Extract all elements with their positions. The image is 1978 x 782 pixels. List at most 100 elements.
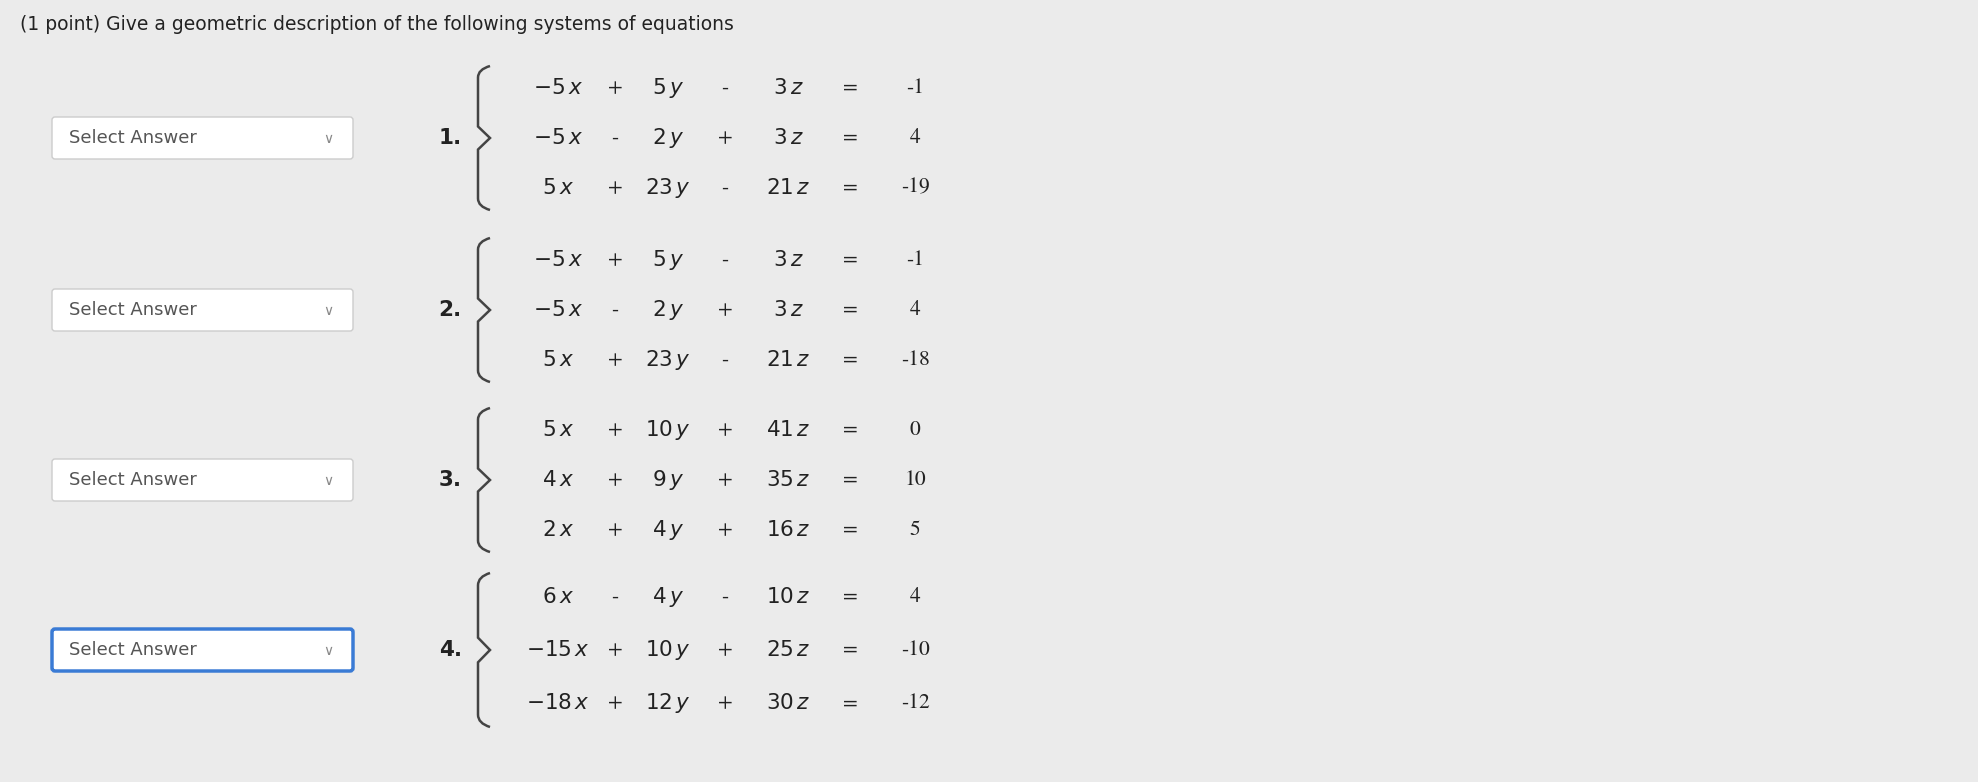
Text: =: =	[843, 640, 856, 660]
Text: $10\,z$: $10\,z$	[765, 586, 811, 607]
Text: -: -	[722, 350, 728, 370]
Text: $-15\,x$: $-15\,x$	[526, 640, 589, 660]
Text: Select Answer: Select Answer	[69, 471, 198, 489]
Text: $25\,z$: $25\,z$	[765, 640, 811, 660]
FancyBboxPatch shape	[51, 289, 352, 331]
Text: Select Answer: Select Answer	[69, 641, 198, 659]
Text: $-5\,x$: $-5\,x$	[532, 128, 584, 148]
Text: =: =	[843, 470, 856, 490]
Text: $30\,z$: $30\,z$	[765, 694, 811, 713]
Text: $9\,y$: $9\,y$	[653, 468, 684, 492]
Text: =: =	[843, 350, 856, 370]
Text: +: +	[607, 350, 623, 370]
Text: +: +	[718, 470, 732, 490]
Text: +: +	[718, 128, 732, 148]
Text: +: +	[607, 250, 623, 270]
Text: ∨: ∨	[322, 474, 332, 488]
Text: 5: 5	[910, 520, 920, 540]
Text: $16\,z$: $16\,z$	[765, 520, 811, 540]
FancyBboxPatch shape	[51, 459, 352, 501]
Text: $5\,x$: $5\,x$	[542, 350, 574, 370]
Text: ∨: ∨	[322, 644, 332, 658]
Text: +: +	[607, 640, 623, 660]
Text: $6\,x$: $6\,x$	[542, 586, 574, 607]
Text: (1 point) Give a geometric description of the following systems of equations: (1 point) Give a geometric description o…	[20, 16, 734, 34]
Text: =: =	[843, 586, 856, 607]
Text: $5\,x$: $5\,x$	[542, 178, 574, 198]
Text: $35\,z$: $35\,z$	[765, 470, 811, 490]
Text: $10\,y$: $10\,y$	[645, 638, 690, 662]
Text: 3.: 3.	[439, 470, 463, 490]
Text: -19: -19	[900, 178, 930, 198]
Text: 1.: 1.	[439, 128, 463, 148]
Text: 4.: 4.	[439, 640, 463, 660]
Text: +: +	[607, 694, 623, 713]
Text: +: +	[607, 178, 623, 198]
Text: Select Answer: Select Answer	[69, 129, 198, 147]
Text: -1: -1	[906, 78, 924, 98]
Text: =: =	[843, 250, 856, 270]
Text: 4: 4	[910, 586, 920, 607]
Text: -: -	[722, 250, 728, 270]
Text: $5\,y$: $5\,y$	[653, 248, 684, 272]
Text: 0: 0	[910, 420, 920, 440]
Text: 4: 4	[910, 128, 920, 148]
Text: $3\,z$: $3\,z$	[773, 300, 803, 320]
Text: $4\,y$: $4\,y$	[653, 585, 684, 608]
Text: 10: 10	[904, 470, 926, 490]
Text: -: -	[611, 586, 619, 607]
Text: -12: -12	[900, 694, 930, 713]
Text: =: =	[843, 128, 856, 148]
Text: =: =	[843, 178, 856, 198]
Text: -10: -10	[900, 640, 930, 660]
Text: $4\,y$: $4\,y$	[653, 518, 684, 542]
Text: +: +	[607, 470, 623, 490]
Text: -18: -18	[900, 350, 930, 370]
Text: ∨: ∨	[322, 304, 332, 318]
FancyBboxPatch shape	[51, 117, 352, 159]
Text: +: +	[718, 520, 732, 540]
Text: -: -	[722, 78, 728, 98]
Text: -: -	[722, 178, 728, 198]
Text: +: +	[607, 420, 623, 440]
Text: $3\,z$: $3\,z$	[773, 78, 803, 98]
Text: =: =	[843, 300, 856, 320]
Text: $10\,y$: $10\,y$	[645, 418, 690, 442]
Text: $-18\,x$: $-18\,x$	[526, 694, 589, 713]
Text: +: +	[607, 78, 623, 98]
Text: $23\,y$: $23\,y$	[645, 176, 690, 200]
Text: $23\,y$: $23\,y$	[645, 348, 690, 372]
Text: +: +	[718, 640, 732, 660]
Text: +: +	[718, 300, 732, 320]
Text: =: =	[843, 520, 856, 540]
Text: Select Answer: Select Answer	[69, 301, 198, 319]
Text: $3\,z$: $3\,z$	[773, 250, 803, 270]
Text: 4: 4	[910, 300, 920, 320]
Text: $-5\,x$: $-5\,x$	[532, 78, 584, 98]
Text: $5\,y$: $5\,y$	[653, 76, 684, 100]
Text: ∨: ∨	[322, 132, 332, 146]
Text: $2\,x$: $2\,x$	[542, 520, 574, 540]
Text: -1: -1	[906, 250, 924, 270]
Text: $2\,y$: $2\,y$	[653, 298, 684, 322]
Text: $12\,y$: $12\,y$	[645, 691, 690, 716]
Text: +: +	[718, 420, 732, 440]
Text: =: =	[843, 694, 856, 713]
Text: $21\,z$: $21\,z$	[765, 178, 811, 198]
Text: =: =	[843, 420, 856, 440]
Text: $-5\,x$: $-5\,x$	[532, 300, 584, 320]
Text: -: -	[611, 300, 619, 320]
Text: +: +	[718, 694, 732, 713]
Text: $41\,z$: $41\,z$	[765, 420, 811, 440]
Text: +: +	[607, 520, 623, 540]
Text: -: -	[722, 586, 728, 607]
Text: $4\,x$: $4\,x$	[542, 470, 574, 490]
Text: $5\,x$: $5\,x$	[542, 420, 574, 440]
Text: $-5\,x$: $-5\,x$	[532, 250, 584, 270]
Text: =: =	[843, 78, 856, 98]
Text: 2.: 2.	[439, 300, 463, 320]
Text: -: -	[611, 128, 619, 148]
Text: $21\,z$: $21\,z$	[765, 350, 811, 370]
Text: $3\,z$: $3\,z$	[773, 128, 803, 148]
Text: $2\,y$: $2\,y$	[653, 126, 684, 150]
